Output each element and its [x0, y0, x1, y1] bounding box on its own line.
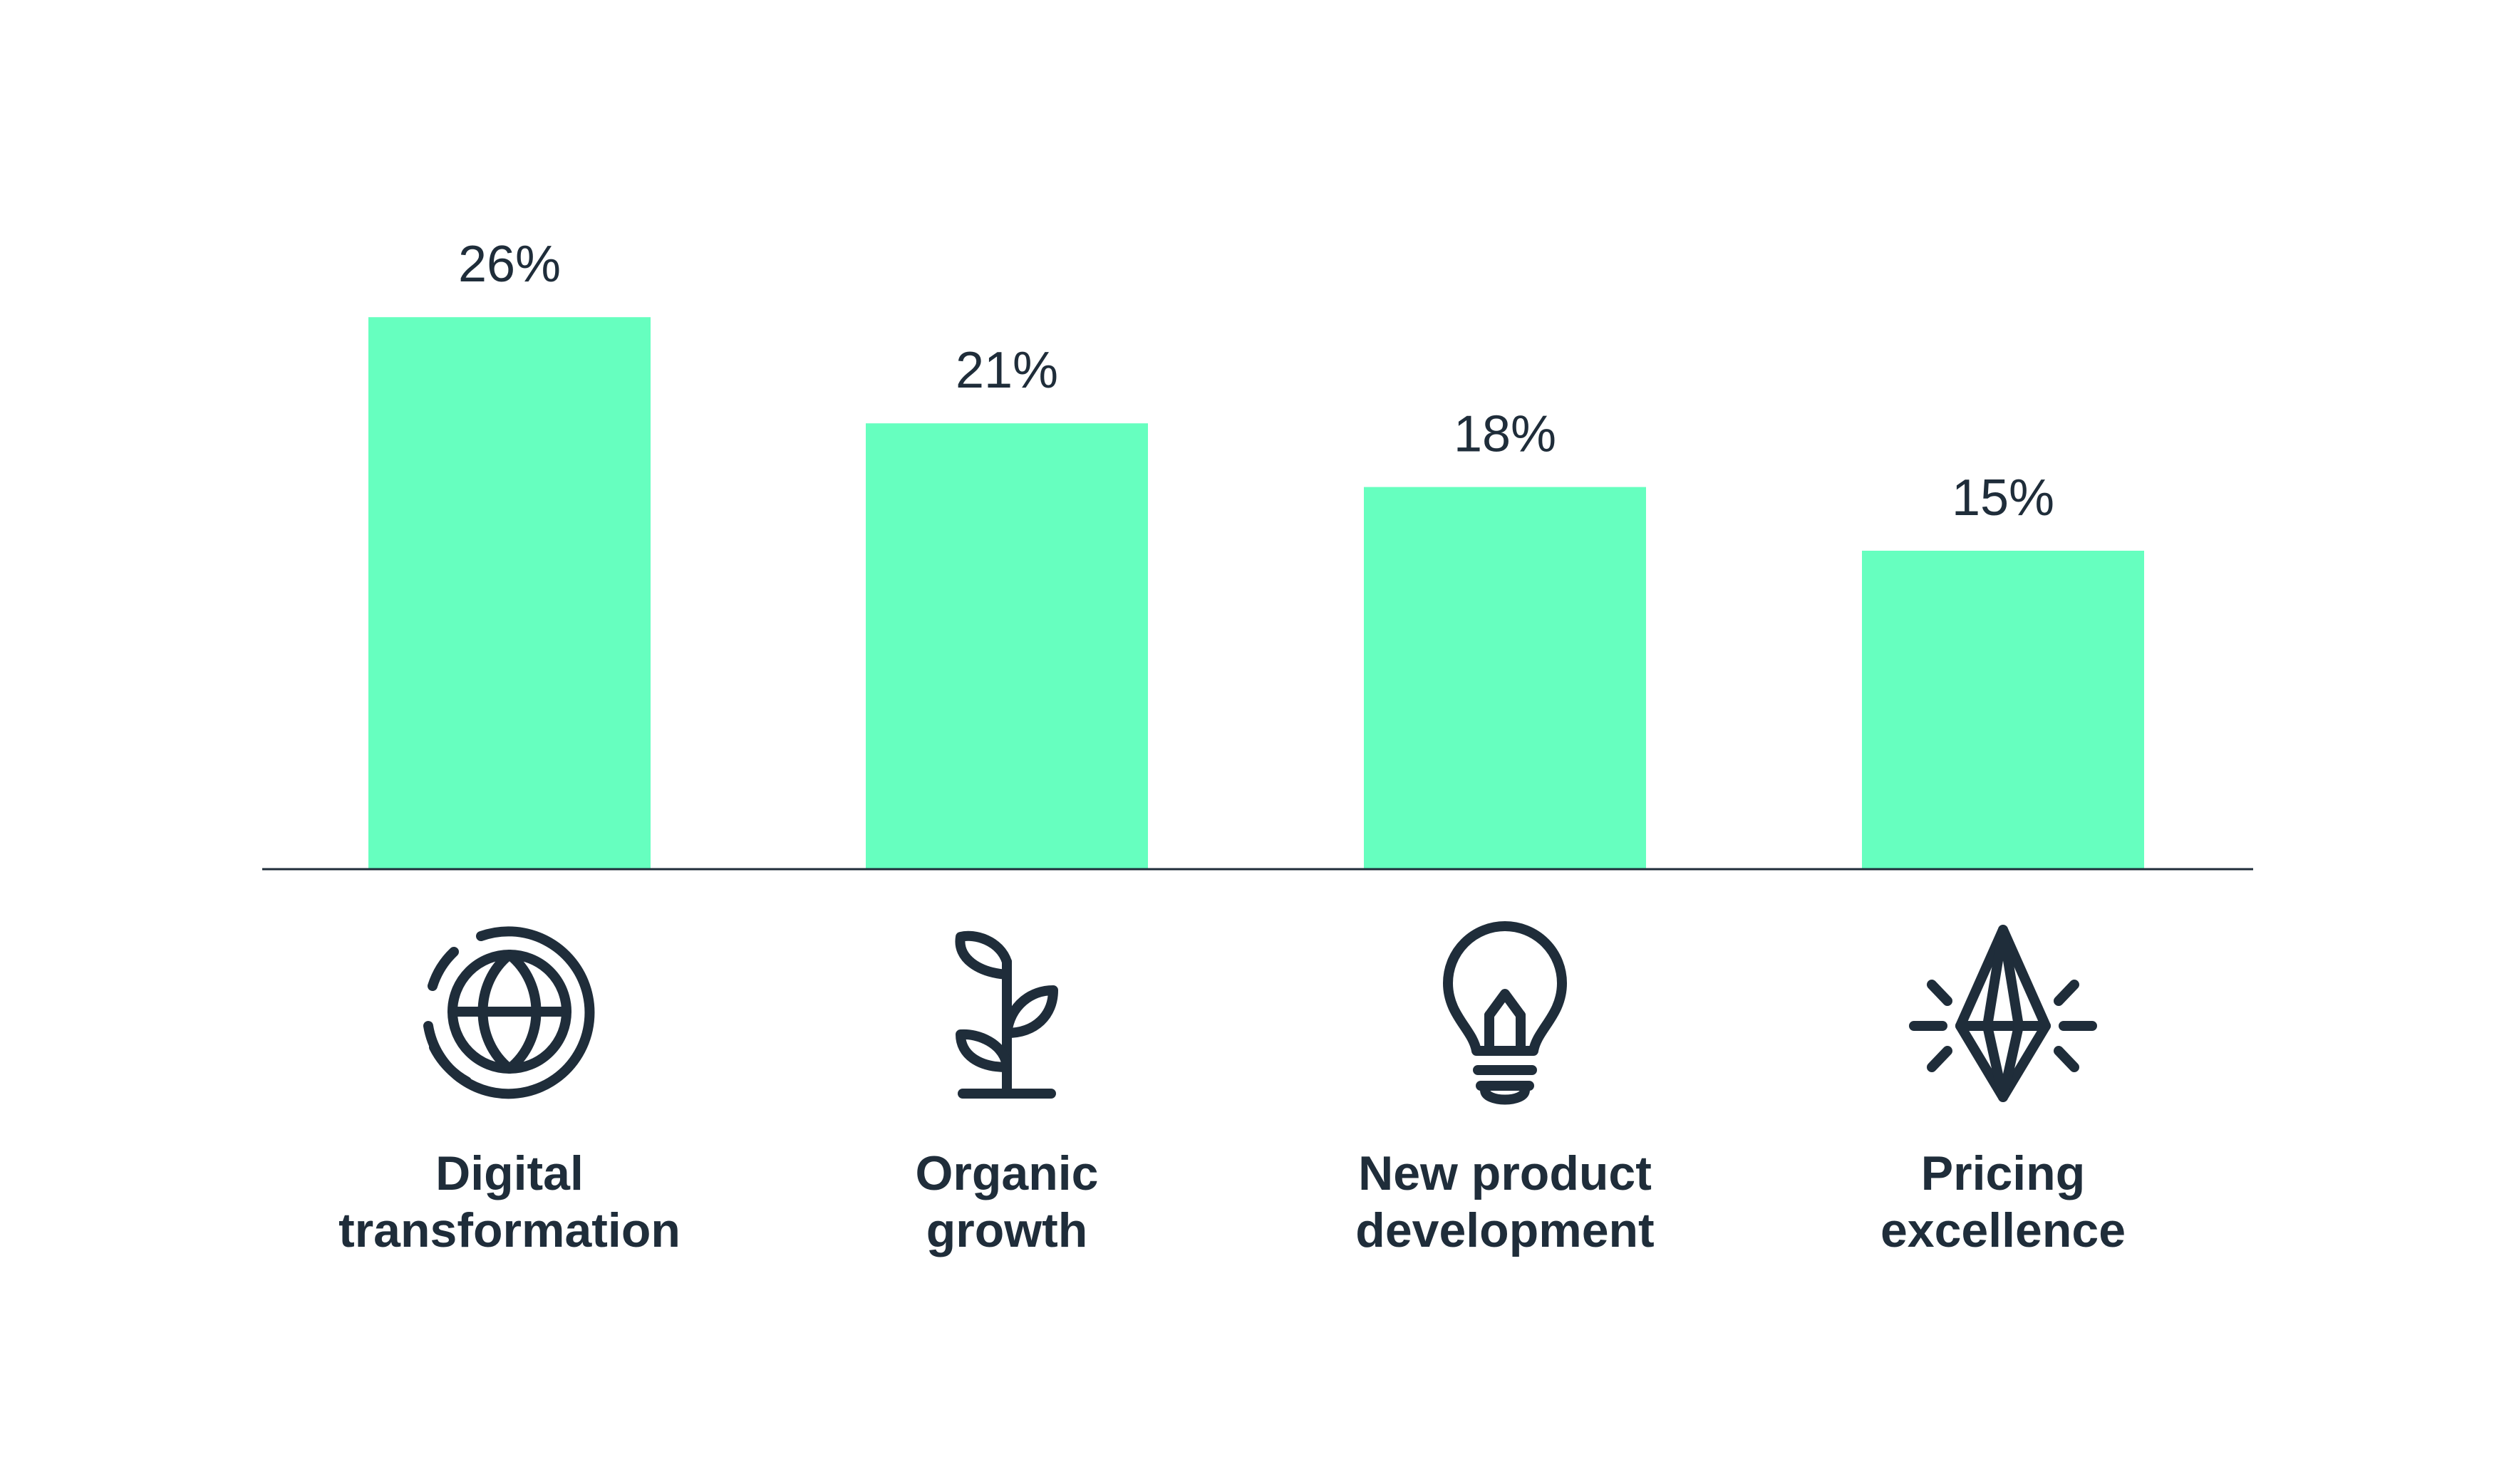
category-label-1-line-1: Digital — [435, 1146, 584, 1200]
value-labels-layer: 26% 21% 18% 15% — [458, 236, 2054, 526]
globe-icon — [423, 926, 595, 1099]
diamond-icon — [1909, 925, 2097, 1102]
bar-3 — [1364, 487, 1646, 869]
category-label-4-line-1: Pricing — [1921, 1146, 2086, 1200]
bars-layer — [368, 317, 2144, 869]
icons-layer — [423, 921, 2097, 1105]
category-label-3-line-2: development — [1355, 1203, 1654, 1257]
value-label-3: 18% — [1454, 406, 1556, 463]
value-label-1: 26% — [458, 236, 561, 293]
category-label-2-line-2: growth — [926, 1203, 1088, 1257]
category-label-4-line-2: excellence — [1880, 1203, 2126, 1257]
category-label-3-line-1: New product — [1358, 1146, 1652, 1200]
value-label-2: 21% — [956, 342, 1058, 399]
plant-sprout-icon — [955, 930, 1058, 1099]
bar-1 — [368, 317, 651, 869]
bar-4 — [1862, 551, 2144, 869]
value-label-4: 15% — [1952, 469, 2054, 526]
bar-2 — [866, 423, 1148, 869]
lightbulb-icon — [1443, 921, 1567, 1105]
category-label-2-line-1: Organic — [916, 1146, 1099, 1200]
category-label-1-line-2: transformation — [338, 1203, 681, 1257]
